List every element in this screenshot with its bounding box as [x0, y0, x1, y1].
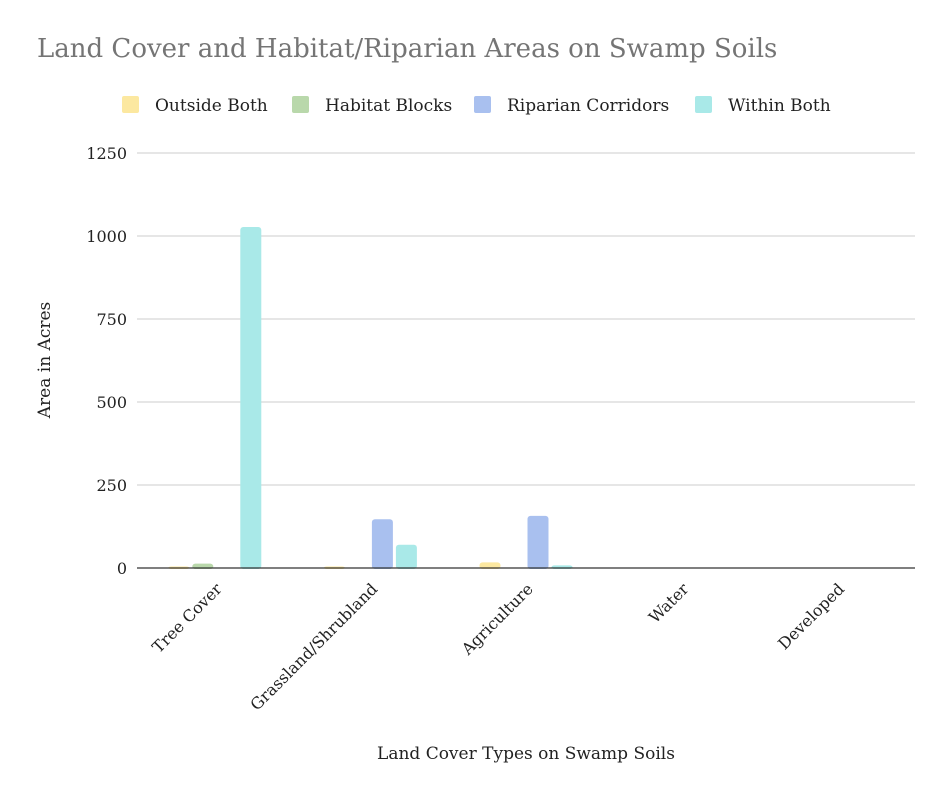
x-axis-category-labels: Tree Cover Grassland/Shrubland Agriculture…: [148, 579, 848, 714]
x-category-label-grassland-shrubland: Grassland/Shrubland: [246, 579, 381, 714]
legend-label-within-both: Within Both: [728, 96, 831, 116]
legend: Outside Both Habitat Blocks Riparian Corri…: [122, 96, 831, 116]
y-axis-title: Area in Acres: [35, 302, 55, 420]
legend-label-riparian-corridors: Riparian Corridors: [507, 96, 669, 116]
chart-title: Land Cover and Habitat/Riparian Areas on…: [37, 34, 778, 64]
y-tick-label-250: 250: [96, 476, 127, 495]
x-category-label-developed: Developed: [774, 579, 848, 653]
y-tick-label-1000: 1000: [86, 227, 127, 246]
bar-grassland-shrubland-within-both: [395, 544, 417, 569]
y-axis-ticks: 0 250 500 750 1000 1250: [86, 144, 127, 578]
bar-agriculture-outside-both: [479, 562, 501, 569]
legend-label-outside-both: Outside Both: [155, 96, 268, 116]
x-category-label-agriculture: Agriculture: [457, 579, 537, 659]
x-axis-title: Land Cover Types on Swamp Soils: [377, 744, 675, 764]
legend-swatch-habitat-blocks: [292, 96, 309, 113]
y-tick-label-750: 750: [96, 310, 127, 329]
y-tick-label-500: 500: [96, 393, 127, 412]
x-category-label-tree-cover: Tree Cover: [148, 579, 226, 657]
legend-swatch-within-both: [695, 96, 712, 113]
y-tick-label-1250: 1250: [86, 144, 127, 163]
legend-swatch-outside-both: [122, 96, 139, 113]
y-tick-label-0: 0: [117, 559, 127, 578]
x-category-label-water: Water: [645, 579, 693, 627]
legend-label-habitat-blocks: Habitat Blocks: [325, 96, 452, 116]
bar-tree-cover-within-both: [240, 227, 262, 569]
legend-swatch-riparian-corridors: [474, 96, 491, 113]
gridlines: [137, 152, 915, 486]
bar-grassland-shrubland-riparian-corridors: [371, 519, 393, 569]
bars: [168, 227, 573, 569]
bar-agriculture-riparian-corridors: [527, 515, 549, 569]
